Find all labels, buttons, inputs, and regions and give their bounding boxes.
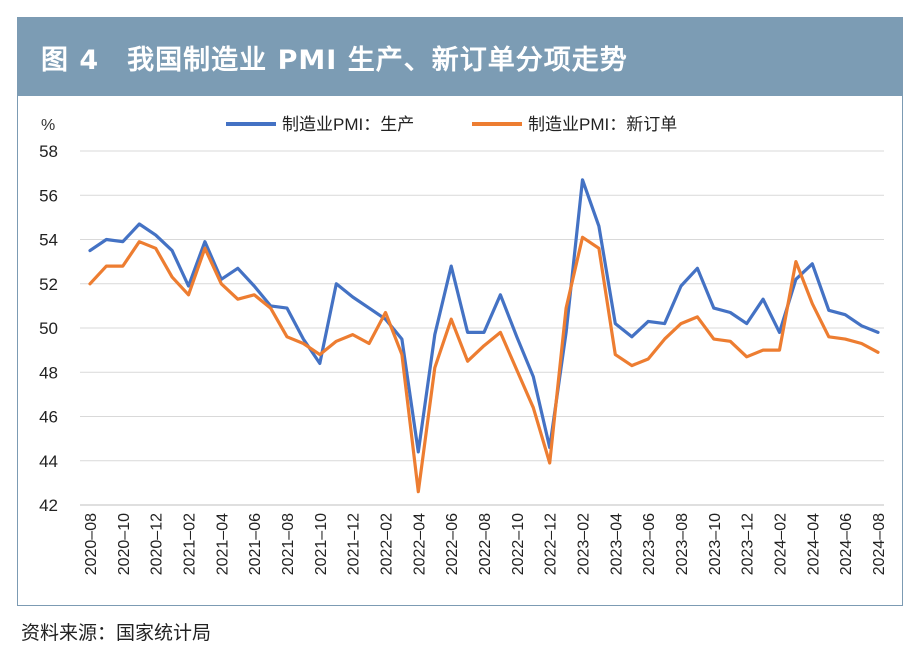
x-tick-label: 2021–12 bbox=[346, 513, 363, 575]
x-tick-label: 2021–02 bbox=[182, 513, 199, 575]
x-tick-label: 2023–04 bbox=[608, 513, 625, 575]
legend: 制造业PMI：生产 制造业PMI：新订单 bbox=[226, 115, 677, 134]
x-tick-label: 2022–02 bbox=[379, 513, 396, 575]
x-tick-label: 2022–08 bbox=[477, 513, 494, 575]
x-tick-label: 2020–10 bbox=[116, 513, 133, 575]
x-tick-label: 2020–08 bbox=[83, 513, 100, 575]
x-tick-label: 2022–12 bbox=[543, 513, 560, 575]
title-bar: 图 4 我国制造业 PMI 生产、新订单分项走势 bbox=[18, 18, 902, 96]
x-tick-label: 2021–08 bbox=[280, 513, 297, 575]
y-tick-label: 50 bbox=[39, 319, 58, 338]
figure-title: 图 4 我国制造业 PMI 生产、新订单分项走势 bbox=[41, 45, 628, 76]
x-tick-label: 2024–02 bbox=[773, 513, 790, 575]
x-tick-label: 2023–02 bbox=[576, 513, 593, 575]
x-tick-label: 2023–10 bbox=[707, 513, 724, 575]
y-axis-ticks: 42 44 46 48 50 52 54 56 58 bbox=[39, 142, 58, 515]
x-tick-label: 2023–12 bbox=[740, 513, 757, 575]
x-tick-label: 2021–04 bbox=[214, 513, 231, 575]
y-axis-unit-label: % bbox=[41, 117, 55, 134]
y-tick-label: 54 bbox=[39, 231, 58, 250]
y-tick-label: 52 bbox=[39, 275, 58, 294]
x-tick-label: 2024–04 bbox=[805, 513, 822, 575]
x-tick-label: 2024–06 bbox=[838, 513, 855, 575]
x-tick-label: 2023–08 bbox=[674, 513, 691, 575]
y-tick-label: 56 bbox=[39, 186, 58, 205]
grid-lines bbox=[80, 150, 884, 506]
x-tick-label: 2023–06 bbox=[641, 513, 658, 575]
x-tick-label: 2022–10 bbox=[510, 513, 527, 575]
y-tick-label: 42 bbox=[39, 496, 58, 515]
y-tick-label: 48 bbox=[39, 363, 58, 382]
series-line-production bbox=[88, 178, 880, 454]
x-axis-ticks: 2020–08 2020–10 2020–12 2021–02 2021–04 2021–… bbox=[83, 513, 888, 575]
x-tick-label: 2021–06 bbox=[247, 513, 264, 575]
x-tick-label: 2020–12 bbox=[149, 513, 166, 575]
x-tick-label: 2021–10 bbox=[313, 513, 330, 575]
x-tick-label: 2024–08 bbox=[871, 513, 888, 575]
legend-label-new-orders: 制造业PMI：新订单 bbox=[528, 115, 677, 134]
series-line-new-orders bbox=[88, 235, 880, 494]
legend-label-production: 制造业PMI：生产 bbox=[282, 115, 414, 134]
y-tick-label: 44 bbox=[39, 452, 58, 471]
source-note: 资料来源：国家统计局 bbox=[21, 622, 212, 644]
x-tick-label: 2022–06 bbox=[444, 513, 461, 575]
series-lines bbox=[88, 178, 880, 494]
y-tick-label: 58 bbox=[39, 142, 58, 161]
y-tick-label: 46 bbox=[39, 408, 58, 427]
x-tick-label: 2022–04 bbox=[411, 513, 428, 575]
